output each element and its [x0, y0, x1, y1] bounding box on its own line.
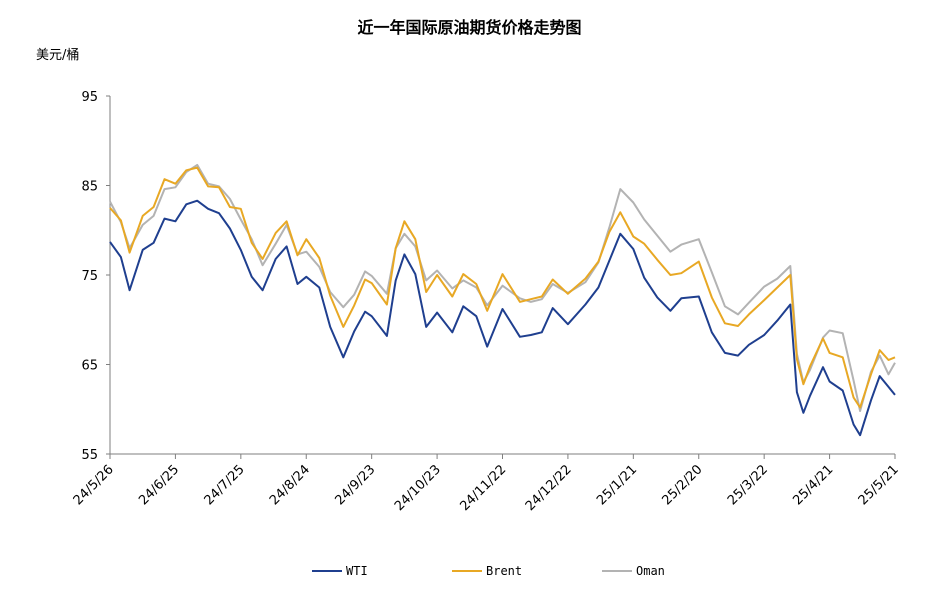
x-tick-label: 25/3/22	[725, 462, 771, 508]
legend-label-oman: Oman	[636, 564, 665, 578]
y-tick-label: 75	[81, 269, 98, 284]
series-line-wti	[109, 199, 896, 437]
x-tick-label: 25/5/21	[856, 462, 902, 508]
x-tick-label: 24/12/22	[523, 462, 575, 514]
x-tick-label: 24/10/23	[392, 462, 444, 514]
x-tick-label: 24/9/23	[332, 462, 378, 508]
chart-title: 近一年国际原油期货价格走势图	[357, 18, 582, 37]
x-tick-label: 25/2/20	[660, 462, 706, 508]
legend-label-wti: WTI	[346, 564, 368, 578]
x-tick-label: 25/4/21	[790, 462, 836, 508]
y-tick-label: 65	[81, 359, 98, 374]
y-tick-label: 55	[81, 448, 98, 463]
x-tick-label: 24/8/24	[267, 462, 313, 508]
x-tick-label: 24/5/26	[71, 462, 117, 508]
series-layer	[109, 163, 896, 437]
legend: WTI Brent Oman	[312, 564, 665, 578]
y-tick-label: 95	[81, 90, 98, 105]
x-tick-label: 24/11/22	[457, 462, 509, 514]
x-tick-label: 24/6/25	[136, 462, 182, 508]
series-line-brent	[109, 166, 896, 409]
x-tick-label: 25/1/21	[594, 462, 640, 508]
legend-label-brent: Brent	[486, 564, 522, 578]
y-tick-label: 85	[81, 180, 98, 195]
y-axis-unit-label: 美元/桶	[36, 48, 80, 63]
x-tick-label: 24/7/25	[202, 462, 248, 508]
